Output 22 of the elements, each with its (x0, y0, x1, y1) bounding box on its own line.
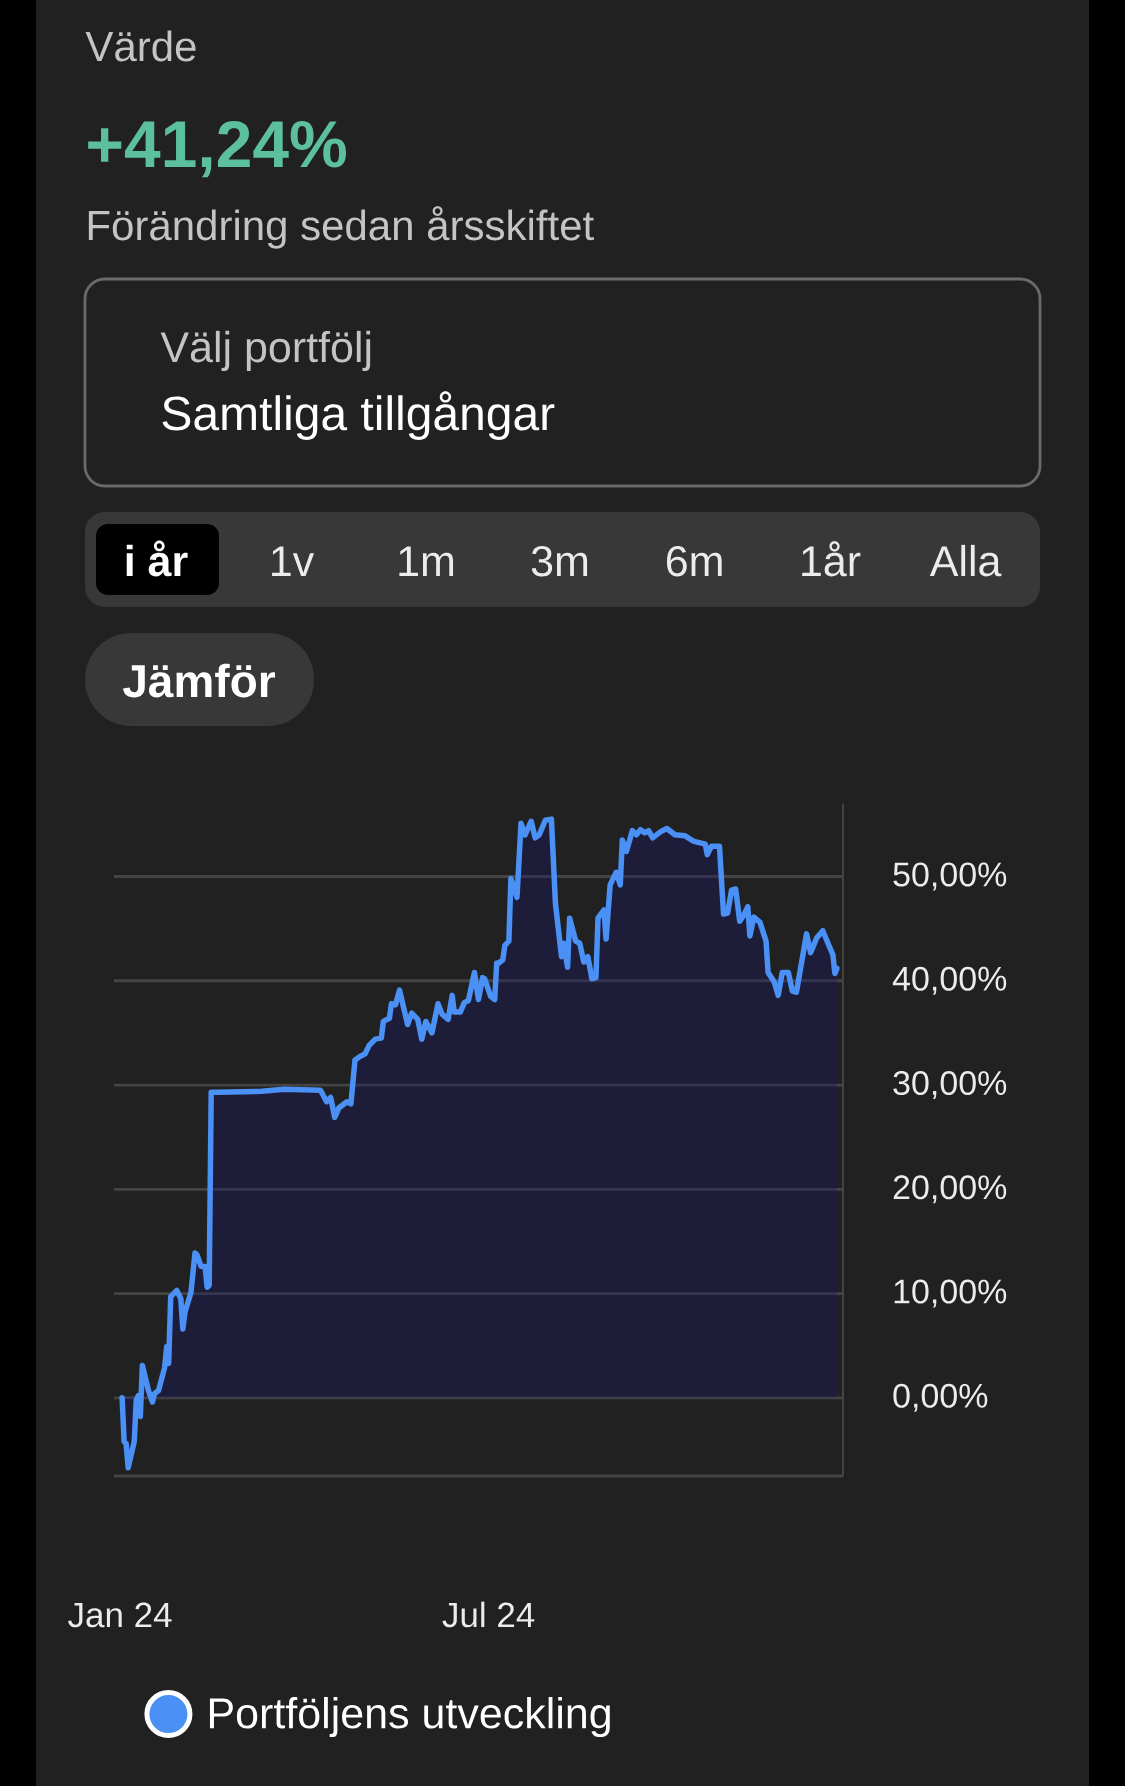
chart-subtitle: +41,24% (88, 120, 347, 178)
text: 1år (802, 541, 861, 577)
text: Välj portfölj (160, 330, 371, 371)
text: Förändring sedan årsskiftet (88, 206, 594, 249)
y-tick-label: 40,00% (892, 966, 1007, 995)
text: 1m (399, 546, 454, 576)
text: i år (126, 540, 188, 577)
y-tick-label: 0,00% (893, 1383, 988, 1412)
x-tick-label: Jul 24 (442, 1601, 535, 1628)
y-tick-label: 20,00% (893, 1175, 1007, 1204)
text: Jämför (123, 663, 275, 698)
y-tick-label: 30,00% (893, 1070, 1007, 1100)
y-tick-label: 10,00% (894, 1279, 1007, 1308)
chart-title: Värde (85, 30, 196, 62)
x-tick-label: Jan 24 (68, 1602, 172, 1628)
text: Samtliga tillgångar (162, 391, 555, 440)
text: 3m (531, 545, 588, 577)
legend-label: Portföljens utveckling (209, 1697, 610, 1738)
text: 1v (272, 546, 315, 576)
text: Alla (929, 544, 1002, 577)
y-tick-label: 50,00% (893, 862, 1007, 891)
text: 6m (666, 545, 722, 577)
